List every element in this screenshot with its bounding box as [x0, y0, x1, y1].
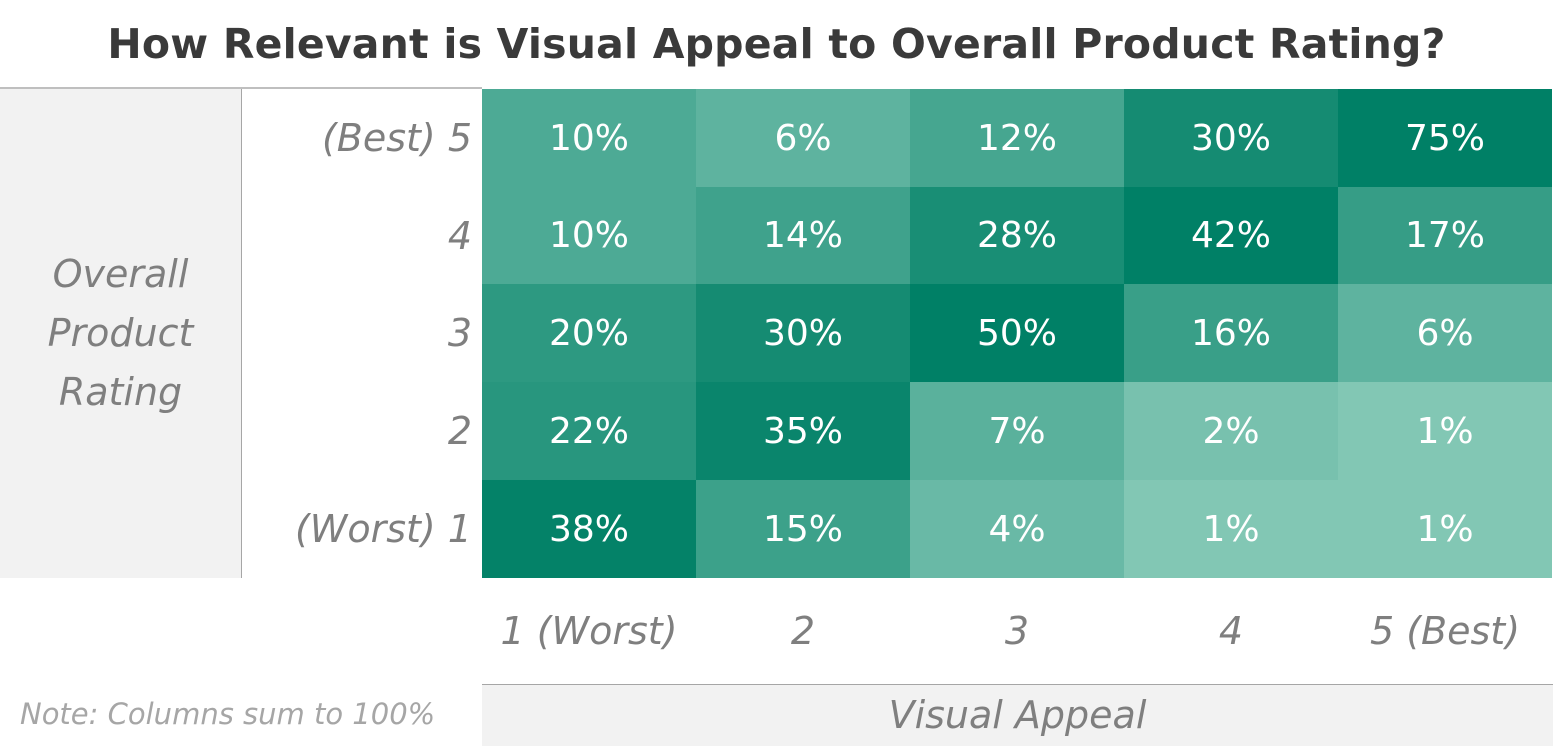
heatmap-cell: 1% — [1338, 382, 1552, 480]
chart-title: How Relevant is Visual Appeal to Overall… — [107, 20, 1446, 68]
heatmap-cell: 16% — [1124, 284, 1338, 382]
heatmap-cell: 42% — [1124, 187, 1338, 284]
heatmap-cell: 30% — [696, 284, 910, 382]
heatmap-cell: 20% — [482, 284, 696, 382]
y-axis-title-panel — [0, 89, 242, 578]
heatmap-cell: 12% — [910, 89, 1124, 187]
y-tick-label: 2 — [447, 409, 472, 453]
y-tick-label: 4 — [447, 214, 472, 258]
x-axis-ticks: 1 (Worst) 2 3 4 5 (Best) — [482, 580, 1552, 682]
heatmap-cell: 38% — [482, 480, 696, 578]
heatmap-cell: 14% — [696, 187, 910, 284]
heatmap-cell: 50% — [910, 284, 1124, 382]
x-axis-title: Visual Appeal — [888, 692, 1147, 737]
x-tick-label: 4 — [1218, 609, 1244, 653]
heatmap-cell: 17% — [1338, 187, 1552, 284]
heatmap-cell: 10% — [482, 89, 696, 187]
y-axis-ticks: (Best) 5 4 3 2 (Worst) 1 — [242, 89, 482, 578]
heatmap-cell: 15% — [696, 480, 910, 578]
y-axis-title: Overall Product Rating — [47, 252, 194, 414]
heatmap-cell: 28% — [910, 187, 1124, 284]
heatmap-cell: 7% — [910, 382, 1124, 480]
y-axis-title-wrapper: Overall Product Rating — [0, 89, 241, 578]
y-tick-label: 3 — [447, 311, 472, 355]
heatmap-cell: 6% — [1338, 284, 1552, 382]
x-tick-label: 3 — [1004, 609, 1030, 653]
heatmap-cell: 22% — [482, 382, 696, 480]
heatmap-cell: 1% — [1124, 480, 1338, 578]
heatmap-cell: 1% — [1338, 480, 1552, 578]
heatmap-cell: 4% — [910, 480, 1124, 578]
heatmap-cell: 2% — [1124, 382, 1338, 480]
top-divider — [0, 87, 482, 89]
x-axis-title-panel — [482, 684, 1553, 746]
heatmap-cell: 10% — [482, 187, 696, 284]
heatmap-cell: 30% — [1124, 89, 1338, 187]
x-tick-label: 1 (Worst) — [500, 609, 678, 653]
y-tick-label: (Best) 5 — [321, 116, 472, 160]
y-tick-label: (Worst) 1 — [294, 507, 472, 551]
heatmap-cell: 6% — [696, 89, 910, 187]
footnote: Note: Columns sum to 100% — [20, 697, 436, 731]
x-tick-label: 5 (Best) — [1369, 609, 1521, 653]
x-tick-label: 2 — [790, 609, 816, 653]
heatmap-grid: 10% 6% 12% 30% 75% 10% 14% 28% 42% 17% 20% 30% 50% 16… — [482, 89, 1552, 578]
heatmap-cell: 75% — [1338, 89, 1552, 187]
heatmap-cell: 35% — [696, 382, 910, 480]
